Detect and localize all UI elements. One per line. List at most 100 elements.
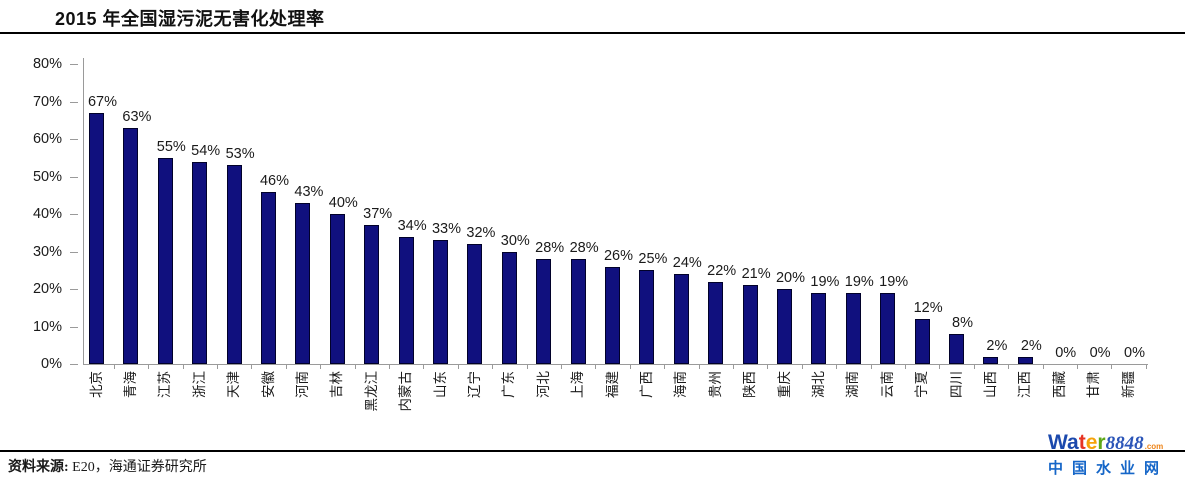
x-axis-label: 重庆: [776, 371, 792, 398]
x-axis-label: 浙江: [191, 371, 207, 398]
bar: [261, 191, 276, 364]
bar: [845, 292, 861, 364]
bar-value-label: 46%: [259, 172, 290, 189]
bar: [398, 236, 414, 364]
bar: [742, 285, 758, 364]
logo-suffix: .com: [1144, 442, 1164, 451]
x-axis-tick: [423, 364, 425, 369]
x-axis-label: 广东: [501, 371, 517, 398]
logo-letter: a: [1067, 431, 1079, 454]
bar: [708, 281, 724, 364]
x-axis-label: 西藏: [1051, 371, 1067, 398]
logo-letter: t: [1078, 431, 1086, 454]
y-axis-label: 0%: [41, 356, 62, 372]
y-axis-tick: [70, 364, 78, 365]
y-axis-tick: [70, 139, 78, 140]
x-axis-label: 辽宁: [466, 371, 482, 398]
bar: [226, 165, 242, 364]
x-axis-tick: [216, 364, 218, 369]
x-axis-label: 安徽: [260, 371, 276, 398]
y-axis-tick: [70, 214, 78, 215]
bar: [1017, 356, 1033, 364]
x-axis-tick: [801, 364, 803, 369]
bar-value-label: 19%: [879, 273, 909, 290]
source-label: 资料来源:: [8, 460, 69, 475]
x-axis-label: 云南: [879, 371, 895, 398]
x-axis-label: 海南: [673, 371, 689, 398]
bar-value-label: 19%: [810, 273, 840, 290]
title-divider: [0, 32, 1185, 34]
bar: [811, 292, 827, 364]
x-axis-label: 新疆: [1120, 371, 1136, 398]
x-axis-tick: [629, 364, 631, 369]
x-axis-label: 甘肃: [1086, 371, 1102, 398]
bar: [673, 274, 689, 364]
bar: [467, 244, 483, 364]
x-axis-tick: [560, 364, 562, 369]
x-axis-tick: [285, 364, 287, 369]
bar: [639, 270, 655, 364]
x-axis-label: 内蒙古: [398, 371, 414, 412]
y-axis-label: 60%: [32, 131, 62, 147]
bar: [364, 225, 380, 364]
bar-value-label: 33%: [431, 221, 462, 238]
y-axis-tick: [70, 101, 78, 103]
x-axis-tick: [973, 364, 975, 369]
water8848-logo: Water8848.com 中国水业网: [1048, 432, 1182, 478]
bar: [192, 161, 208, 364]
logo-letter: e: [1085, 431, 1098, 454]
y-axis-label: 70%: [32, 93, 62, 110]
bar-value-label: 22%: [707, 262, 737, 279]
bar-value-label: 30%: [500, 232, 530, 249]
y-axis-tick: [70, 251, 78, 253]
x-axis-tick: [836, 364, 838, 369]
x-axis-label: 山东: [432, 371, 448, 398]
x-axis-tick: [870, 364, 872, 369]
x-axis-tick: [732, 364, 734, 369]
y-axis-label: 10%: [32, 318, 62, 335]
bar: [295, 202, 311, 364]
y-axis-label: 80%: [32, 56, 62, 72]
bar-value-label: 21%: [741, 266, 771, 283]
y-axis-line: [83, 58, 84, 364]
bar: [605, 266, 620, 364]
x-axis-label: 河北: [535, 371, 551, 398]
bar-value-label: 24%: [672, 255, 702, 271]
y-axis-tick: [70, 289, 78, 290]
bar: [949, 334, 964, 364]
bar-value-label: 19%: [844, 273, 874, 290]
bar-value-label: 26%: [603, 247, 634, 264]
x-axis-label: 青海: [122, 371, 138, 398]
bar: [880, 292, 896, 364]
logo-wordmark: Water8848.com: [1048, 432, 1182, 458]
x-axis-label: 广西: [638, 371, 654, 398]
x-axis-label: 上海: [570, 371, 586, 398]
bar-value-label: 32%: [466, 225, 496, 241]
bar-value-label: 25%: [638, 251, 668, 268]
x-axis-label: 贵州: [707, 371, 723, 398]
bar-value-label: 28%: [535, 240, 565, 256]
bar-value-label: 8%: [952, 315, 973, 331]
x-axis-tick: [1111, 364, 1113, 369]
x-axis-label: 河南: [294, 371, 310, 398]
x-axis-tick: [1042, 364, 1044, 369]
bar: [329, 214, 345, 364]
y-axis-tick: [70, 176, 78, 178]
bar: [914, 319, 930, 364]
x-axis-tick: [492, 364, 494, 369]
x-axis-tick: [354, 364, 356, 369]
bar: [536, 259, 552, 364]
bar-value-label: 2%: [1020, 337, 1042, 354]
footer-divider: [0, 450, 1185, 452]
y-axis-label: 20%: [32, 281, 62, 297]
bar-value-label: 0%: [1124, 345, 1145, 361]
x-axis-tick: [182, 364, 184, 369]
bar-value-label: 55%: [156, 138, 186, 155]
x-axis-tick: [526, 364, 528, 369]
bar: [89, 112, 104, 364]
logo-number: 8848: [1105, 433, 1144, 454]
bar-value-label: 20%: [775, 270, 806, 286]
bar: [123, 127, 139, 364]
bar: [433, 240, 448, 364]
